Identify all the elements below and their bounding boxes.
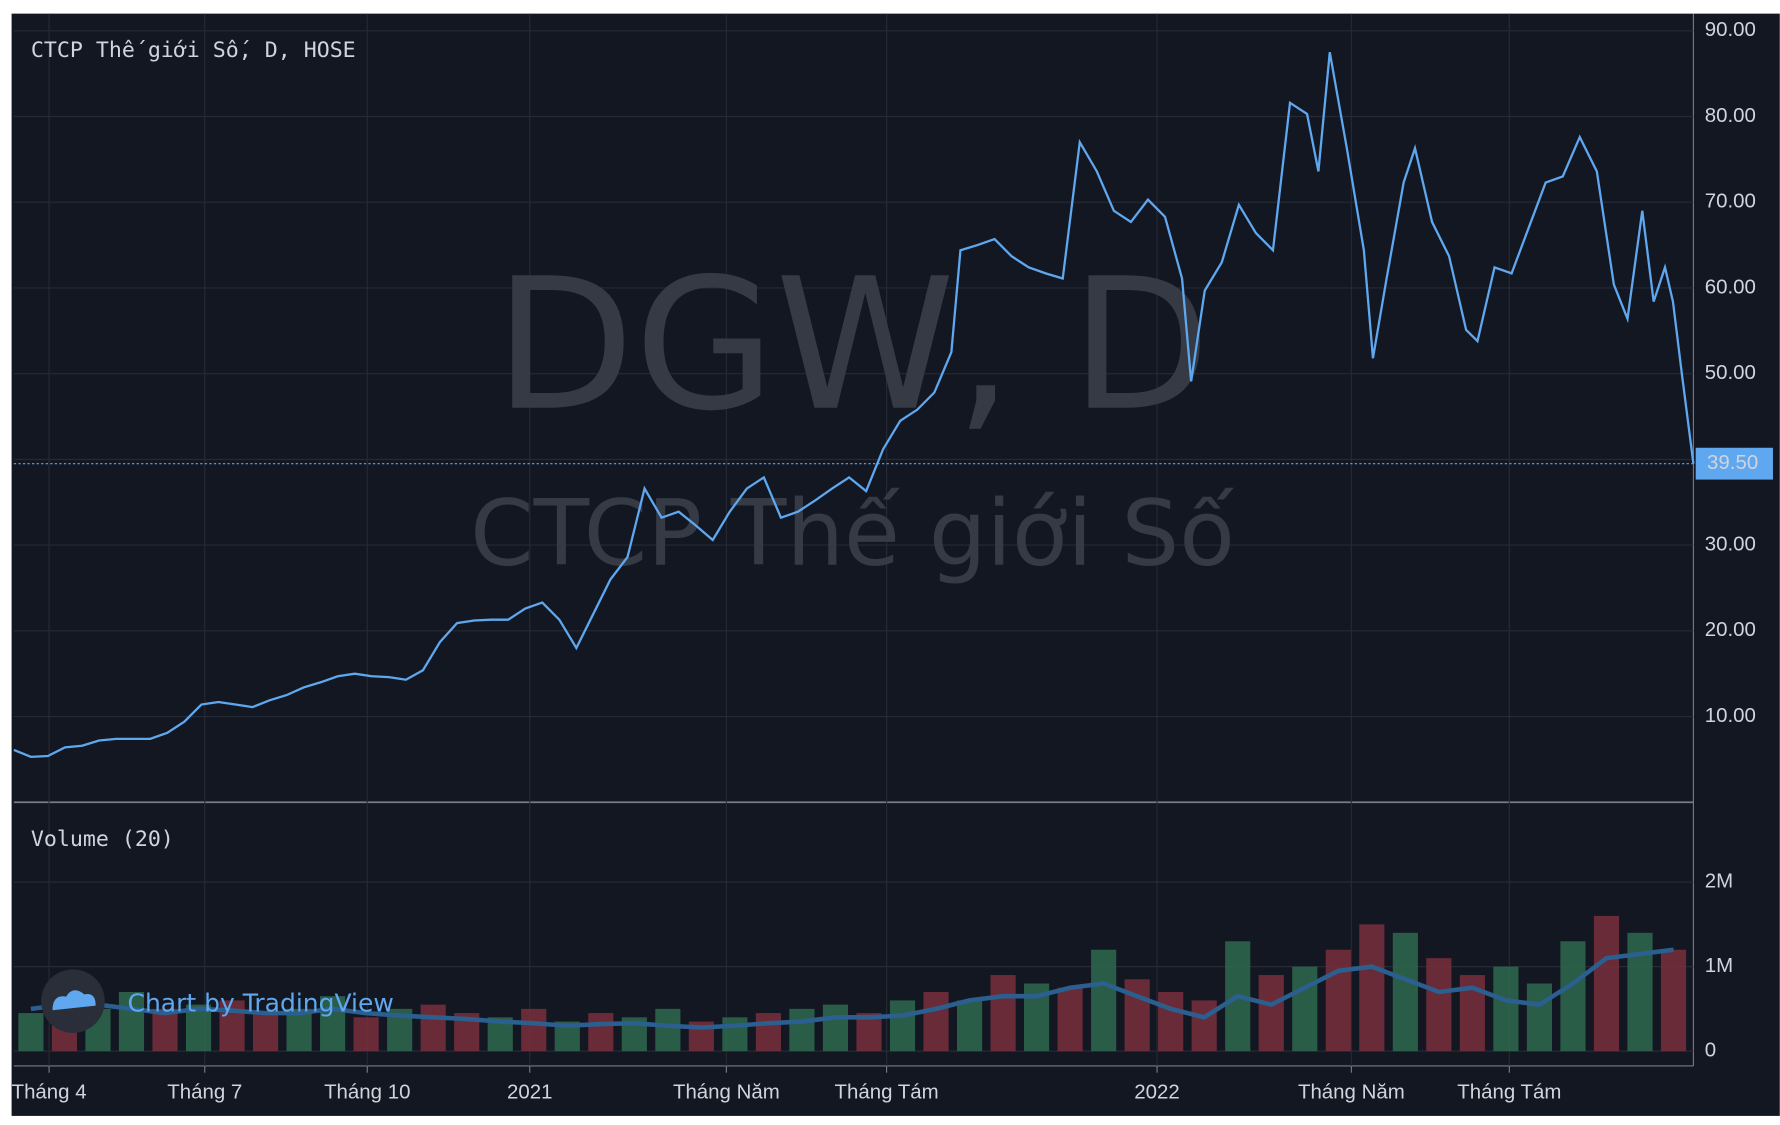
y-tick-label: 60.00 xyxy=(1705,275,1756,298)
x-tick-label: Tháng Năm xyxy=(673,1081,780,1104)
volume-bar xyxy=(722,1017,748,1052)
y-tick-label: 10.00 xyxy=(1705,704,1756,727)
volume-bar xyxy=(923,991,949,1052)
volume-bar xyxy=(1426,958,1452,1052)
x-tick-label: Tháng 4 xyxy=(12,1081,87,1104)
volume-bar xyxy=(655,1008,681,1052)
x-tick-label: 2022 xyxy=(1134,1081,1179,1104)
y-tick-label: 2M xyxy=(1705,870,1733,893)
volume-bar xyxy=(320,996,346,1052)
volume-bar xyxy=(755,1013,781,1052)
watermark: DGW, D xyxy=(494,239,1210,451)
volume-bar xyxy=(956,1000,983,1052)
volume-bar xyxy=(420,1004,446,1052)
volume-bar xyxy=(521,1008,547,1052)
volume-bar xyxy=(1191,1000,1217,1052)
x-tick-label: Tháng Năm xyxy=(1298,1081,1405,1104)
branding-text[interactable]: Chart by TradingView xyxy=(128,989,394,1018)
volume-bar xyxy=(1124,979,1150,1052)
volume-bar xyxy=(252,1013,279,1052)
volume-bar xyxy=(1258,975,1284,1052)
watermark-subtitle: CTCP Thế giới Số xyxy=(470,482,1235,587)
y-tick-label: 1M xyxy=(1705,954,1733,977)
y-tick-label: 50.00 xyxy=(1705,361,1756,384)
x-tick-label: 2021 xyxy=(507,1081,552,1104)
x-tick-label: Tháng Tám xyxy=(1457,1081,1561,1104)
price-line xyxy=(13,52,1695,758)
y-tick-label: 90.00 xyxy=(1705,18,1756,41)
volume-bar xyxy=(1292,966,1318,1052)
volume-bar xyxy=(18,1013,44,1052)
volume-bar xyxy=(1057,987,1083,1052)
branding-icon[interactable] xyxy=(52,990,96,1011)
volume-bar xyxy=(118,991,145,1052)
x-tick-label: Tháng 7 xyxy=(167,1081,242,1104)
x-tick-label: Tháng 10 xyxy=(324,1081,410,1104)
volume-title: Volume (20) xyxy=(31,827,174,852)
volume-bar xyxy=(990,975,1016,1052)
volume-bar xyxy=(1493,966,1519,1052)
y-tick-label: 0 xyxy=(1705,1039,1716,1062)
volume-bar xyxy=(1091,949,1117,1052)
chart-background xyxy=(11,13,1780,1116)
volume-bar xyxy=(1392,932,1418,1052)
x-tick-label: Tháng Tám xyxy=(835,1081,939,1104)
volume-bar xyxy=(1325,949,1351,1052)
volume-bar xyxy=(152,1008,178,1052)
y-tick-label: 80.00 xyxy=(1705,104,1756,127)
volume-bar xyxy=(822,1004,849,1052)
volume-bar xyxy=(1526,983,1553,1052)
volume-bar xyxy=(185,1004,212,1052)
branding[interactable]: Chart by TradingView xyxy=(41,969,394,1033)
volume-bar xyxy=(1359,924,1385,1052)
volume-bar xyxy=(353,1017,379,1052)
volume-bar xyxy=(1660,949,1687,1052)
y-tick-label: 20.00 xyxy=(1705,618,1756,641)
volume-bar xyxy=(588,1013,614,1052)
volume-bar xyxy=(889,1000,916,1052)
volume-bar xyxy=(286,1008,312,1052)
last-price-box xyxy=(1695,447,1773,480)
y-tick-label: 30.00 xyxy=(1705,533,1756,556)
chart-title: CTCP Thế giới Số, D, HOSE xyxy=(31,38,356,63)
y-tick-label: 70.00 xyxy=(1705,190,1756,213)
volume-bar xyxy=(1158,991,1184,1052)
last-price-label: 39.50 xyxy=(1707,451,1758,474)
volume-bar xyxy=(1560,941,1586,1052)
volume-bar xyxy=(789,1008,815,1052)
volume-ma-line xyxy=(30,947,1674,1030)
volume-bar xyxy=(1593,915,1620,1052)
